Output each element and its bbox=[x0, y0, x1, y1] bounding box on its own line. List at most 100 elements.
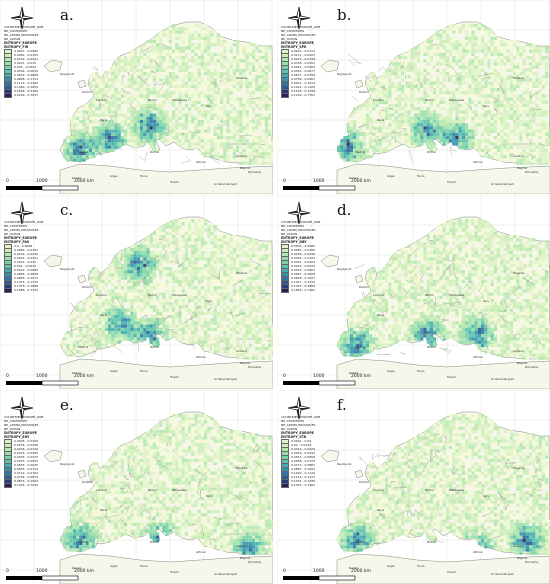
entropy-cell bbox=[420, 65, 424, 69]
entropy-cell bbox=[258, 107, 262, 111]
entropy-cell bbox=[117, 327, 121, 331]
entropy-cell bbox=[136, 247, 140, 251]
entropy-cell bbox=[452, 40, 456, 44]
entropy-cell bbox=[152, 94, 156, 98]
entropy-cell bbox=[172, 116, 176, 120]
entropy-cell bbox=[104, 123, 108, 127]
entropy-cell bbox=[229, 94, 233, 98]
entropy-cell bbox=[156, 110, 160, 114]
entropy-cell bbox=[232, 78, 236, 82]
entropy-cell bbox=[229, 267, 233, 271]
entropy-cell bbox=[181, 238, 185, 242]
entropy-cell bbox=[95, 97, 99, 101]
entropy-cell bbox=[127, 257, 131, 261]
entropy-cell bbox=[204, 97, 208, 101]
entropy-cell bbox=[152, 136, 156, 140]
entropy-cell bbox=[165, 222, 169, 226]
entropy-cell bbox=[200, 219, 204, 223]
entropy-cell bbox=[79, 148, 83, 152]
entropy-cell bbox=[535, 65, 539, 69]
entropy-cell bbox=[82, 318, 86, 322]
entropy-cell bbox=[423, 88, 427, 92]
entropy-cell bbox=[140, 139, 144, 143]
entropy-cell bbox=[226, 94, 230, 98]
entropy-cell bbox=[194, 97, 198, 101]
entropy-cell bbox=[497, 52, 501, 56]
entropy-cell bbox=[420, 129, 424, 133]
entropy-cell bbox=[252, 129, 256, 133]
entropy-cell bbox=[197, 107, 201, 111]
entropy-cell bbox=[548, 139, 550, 143]
entropy-cell bbox=[410, 62, 414, 66]
entropy-cell bbox=[149, 238, 153, 242]
entropy-cell bbox=[484, 72, 488, 76]
entropy-cell bbox=[500, 139, 504, 143]
entropy-cell bbox=[149, 78, 153, 82]
entropy-cell bbox=[529, 49, 533, 53]
entropy-cell bbox=[261, 241, 265, 245]
entropy-cell bbox=[538, 116, 542, 120]
entropy-cell bbox=[255, 324, 259, 328]
entropy-cell bbox=[191, 139, 195, 143]
entropy-cell bbox=[149, 260, 153, 264]
entropy-cell bbox=[178, 33, 182, 37]
entropy-cell bbox=[397, 62, 401, 66]
entropy-cell bbox=[236, 260, 240, 264]
entropy-cell bbox=[130, 126, 134, 130]
entropy-cell bbox=[261, 161, 265, 165]
entropy-cell bbox=[146, 72, 150, 76]
entropy-cell bbox=[175, 43, 179, 47]
entropy-cell bbox=[242, 152, 246, 156]
entropy-cell bbox=[258, 75, 262, 79]
map-panel-c: c. COUNTRIES_EUROPE_LINE NE_COUNTRIES NE_AD… bbox=[0, 195, 273, 389]
entropy-cell bbox=[216, 299, 220, 303]
entropy-cell bbox=[484, 94, 488, 98]
entropy-cell bbox=[474, 75, 478, 79]
entropy-cell bbox=[532, 136, 536, 140]
country-border bbox=[394, 130, 399, 143]
entropy-cell bbox=[545, 123, 549, 127]
entropy-cell bbox=[127, 81, 131, 85]
entropy-cell bbox=[500, 145, 504, 149]
entropy-cell bbox=[140, 267, 144, 271]
entropy-cell bbox=[191, 231, 195, 235]
entropy-cell bbox=[264, 318, 268, 322]
entropy-cell bbox=[213, 88, 217, 92]
entropy-cell bbox=[181, 94, 185, 98]
entropy-cell bbox=[108, 267, 112, 271]
entropy-cell bbox=[165, 88, 169, 92]
entropy-cell bbox=[220, 104, 224, 108]
entropy-cell bbox=[420, 59, 424, 63]
entropy-cell bbox=[95, 129, 99, 133]
entropy-cell bbox=[232, 59, 236, 63]
entropy-cell bbox=[455, 75, 459, 79]
entropy-cell bbox=[120, 81, 124, 85]
entropy-cell bbox=[413, 62, 417, 66]
entropy-cell bbox=[252, 238, 256, 242]
entropy-cell bbox=[197, 257, 201, 261]
entropy-cell bbox=[92, 123, 96, 127]
entropy-cell bbox=[343, 152, 347, 156]
entropy-cell bbox=[258, 305, 262, 309]
entropy-cell bbox=[369, 72, 373, 76]
entropy-cell bbox=[108, 100, 112, 104]
entropy-cell bbox=[188, 299, 192, 303]
entropy-cell bbox=[162, 305, 166, 309]
entropy-cell bbox=[541, 155, 545, 159]
entropy-cell bbox=[210, 231, 214, 235]
entropy-cell bbox=[216, 276, 220, 280]
entropy-cell bbox=[207, 257, 211, 261]
entropy-cell bbox=[410, 116, 414, 120]
entropy-cell bbox=[114, 94, 118, 98]
entropy-cell bbox=[545, 148, 549, 152]
entropy-cell bbox=[188, 244, 192, 248]
entropy-cell bbox=[175, 52, 179, 56]
entropy-cell bbox=[248, 72, 252, 76]
entropy-cell bbox=[525, 152, 529, 156]
entropy-cell bbox=[104, 308, 108, 312]
entropy-cell bbox=[79, 152, 83, 156]
entropy-cell bbox=[509, 104, 513, 108]
entropy-cell bbox=[226, 78, 230, 82]
entropy-cell bbox=[493, 104, 497, 108]
entropy-cell bbox=[175, 136, 179, 140]
